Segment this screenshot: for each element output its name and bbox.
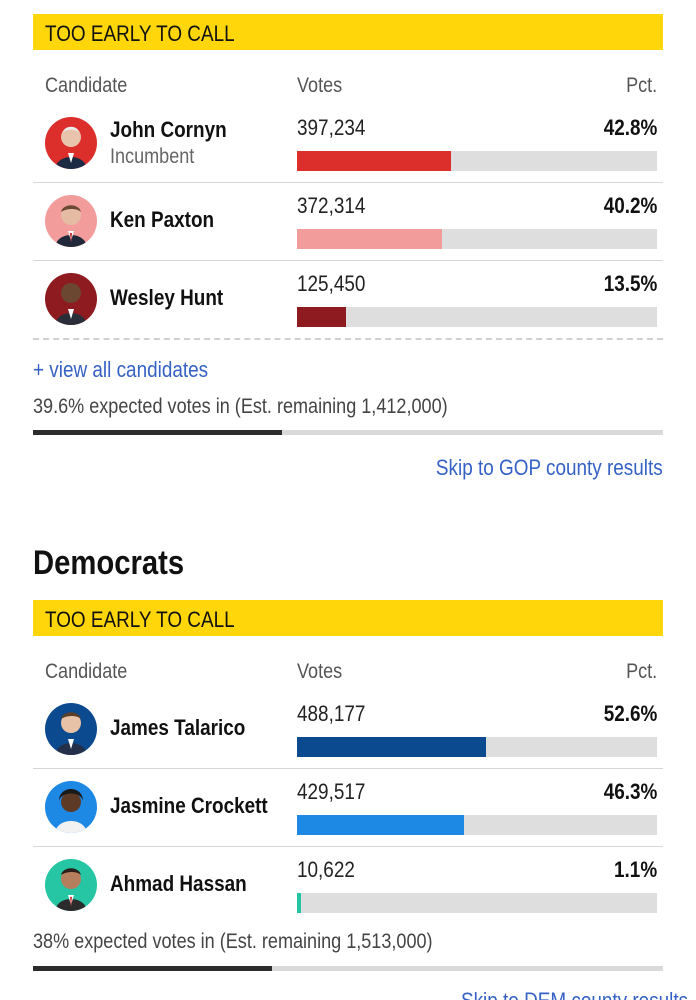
candidate-name: Ken Paxton [110, 207, 215, 232]
dem-expected-votes: 38% expected votes in (Est. remaining 1,… [33, 930, 433, 953]
avatar [45, 781, 97, 833]
dem-status-banner: TOO EARLY TO CALL [33, 600, 663, 636]
candidate-votes: 397,234 [297, 115, 366, 140]
candidate-pct: 42.8% [603, 115, 657, 140]
dem-pct-header: Pct. [625, 660, 657, 683]
candidate-name: Jasmine Crockett [110, 793, 268, 818]
candidate-row: Ahmad Hassan 10,622 1.1% [33, 847, 663, 925]
candidate-pct: 46.3% [603, 779, 657, 804]
candidate-votes: 429,517 [297, 779, 366, 804]
dem-expected-progress [33, 966, 663, 971]
candidate-subtitle: Incumbent [110, 145, 195, 168]
vote-bar-fill [297, 893, 301, 913]
candidate-pct: 13.5% [603, 271, 657, 296]
gop-expected-progress-fill [33, 430, 282, 435]
gop-expected-votes: 39.6% expected votes in (Est. remaining … [33, 395, 448, 418]
avatar [45, 195, 97, 247]
candidate-votes: 488,177 [297, 701, 366, 726]
dem-expected-progress-fill [33, 966, 272, 971]
candidate-pct: 1.1% [613, 857, 657, 882]
vote-bar-fill [297, 815, 464, 835]
vote-bar-track [297, 893, 657, 913]
dem-votes-header: Votes [297, 660, 343, 683]
dem-status-label: TOO EARLY TO CALL [45, 607, 235, 632]
candidate-name: John Cornyn [110, 117, 227, 142]
avatar [45, 703, 97, 755]
vote-bar-track [297, 229, 657, 249]
avatar [45, 117, 97, 169]
candidate-row: Wesley Hunt 125,450 13.5% [33, 261, 663, 339]
candidate-votes: 10,622 [297, 857, 355, 882]
gop-status-banner: TOO EARLY TO CALL [33, 14, 663, 50]
gop-expected-progress [33, 430, 663, 435]
gop-votes-header: Votes [297, 74, 343, 97]
divider [33, 338, 663, 340]
vote-bar-track [297, 151, 657, 171]
candidate-name: Ahmad Hassan [110, 871, 247, 896]
candidate-row: John Cornyn Incumbent 397,234 42.8% [33, 105, 663, 183]
gop-status-label: TOO EARLY TO CALL [45, 21, 235, 46]
vote-bar-track [297, 815, 657, 835]
candidate-votes: 125,450 [297, 271, 366, 296]
vote-bar-track [297, 737, 657, 757]
candidate-name: Wesley Hunt [110, 285, 224, 310]
candidate-name: James Talarico [110, 715, 246, 740]
dem-candidate-header: Candidate [45, 660, 128, 683]
vote-bar-track [297, 307, 657, 327]
gop-candidate-header: Candidate [45, 74, 128, 97]
candidate-row: Ken Paxton 372,314 40.2% [33, 183, 663, 261]
vote-bar-fill [297, 307, 346, 327]
candidate-row: Jasmine Crockett 429,517 46.3% [33, 769, 663, 847]
vote-bar-fill [297, 229, 442, 249]
avatar [45, 273, 97, 325]
skip-to-dem-county-results-link[interactable]: Skip to DEM county results [424, 988, 688, 1000]
skip-to-gop-county-results-link[interactable]: Skip to GOP county results [436, 455, 663, 480]
view-all-candidates-link[interactable]: + view all candidates [33, 357, 209, 382]
gop-pct-header: Pct. [625, 74, 657, 97]
avatar [45, 859, 97, 911]
candidate-votes: 372,314 [297, 193, 366, 218]
candidate-pct: 40.2% [603, 193, 657, 218]
candidate-pct: 52.6% [603, 701, 657, 726]
candidate-row: James Talarico 488,177 52.6% [33, 691, 663, 769]
section-title-democrats: Democrats [33, 544, 185, 582]
vote-bar-fill [297, 151, 451, 171]
vote-bar-fill [297, 737, 486, 757]
